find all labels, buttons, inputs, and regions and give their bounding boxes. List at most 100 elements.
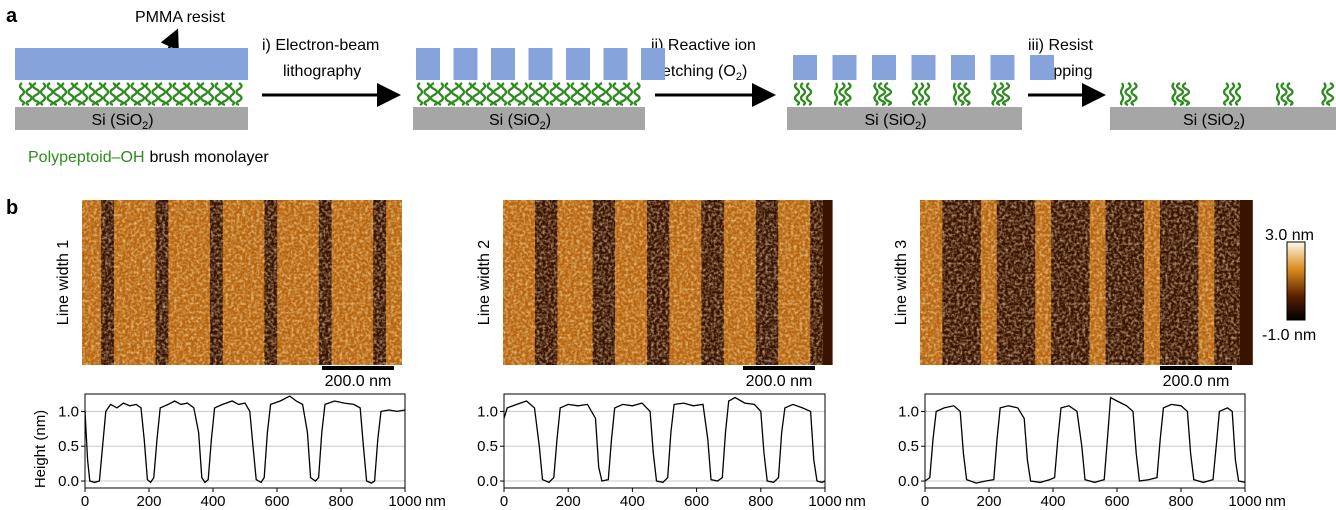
x-tick-label: 1000: [808, 493, 841, 510]
x-unit: nm: [1265, 493, 1286, 510]
polymer-brush: [46, 82, 54, 107]
polymer-brush: [207, 82, 215, 107]
substrate: [787, 107, 1022, 130]
x-tick-label: 600: [264, 493, 289, 510]
polymer-brush: [465, 82, 473, 107]
polymer-brush: [199, 81, 209, 107]
x-unit: nm: [425, 493, 446, 510]
polymer-brush: [25, 82, 33, 107]
polymer-brush: [911, 82, 919, 107]
polymer-brush: [458, 82, 466, 107]
polymer-brush: [88, 82, 96, 107]
polymer-brush: [805, 82, 813, 107]
scale-bar-label: 200.0 nm: [1163, 373, 1230, 390]
profile-line: [84, 395, 406, 484]
y-tick-label: 1.0: [58, 403, 79, 420]
polymer-brush: [633, 82, 641, 107]
scale-bar-label: 200.0 nm: [746, 373, 813, 390]
y-tick-label: 0.5: [898, 438, 919, 455]
text-part: Si (SiO: [865, 112, 916, 129]
text-part: ): [1240, 112, 1245, 129]
substrate-label: Si (SiO2): [489, 112, 551, 132]
polymer-brush: [1130, 82, 1138, 107]
step-text: iii) Resist: [1028, 37, 1093, 54]
polymer-brush: [923, 82, 931, 107]
subscript: 2: [1234, 120, 1240, 132]
polymer-brush: [172, 82, 180, 107]
x-tick-label: 0: [81, 493, 89, 510]
y-tick-label: 0.0: [58, 473, 79, 490]
polymer-brush: [18, 82, 26, 107]
polymer-brush: [513, 81, 523, 107]
step-text: etching (O2): [662, 63, 747, 83]
polymer-brush: [591, 82, 599, 107]
polymer-brush: [507, 82, 515, 107]
profile-line: [924, 396, 1246, 484]
panel-label: a: [6, 5, 18, 27]
polymer-brush: [178, 81, 188, 107]
polymer-brush: [423, 82, 431, 107]
x-tick-label: 200: [556, 493, 581, 510]
pmma-block: [453, 48, 478, 80]
polymer-brush: [563, 82, 571, 107]
polymer-brush: [220, 81, 230, 107]
substrate-label: Si (SiO2): [1183, 112, 1245, 132]
polymer-brush: [165, 82, 173, 107]
polymer-brush: [39, 82, 47, 107]
text-part: etching (O: [662, 63, 736, 80]
subscript: 2: [736, 71, 742, 83]
polymer-brush: [67, 82, 75, 107]
pmma-block: [793, 55, 817, 80]
polymer-brush: [1001, 81, 1011, 107]
polymer-brush: [995, 81, 1005, 107]
polymer-brush: [605, 82, 613, 107]
colorbar: [1286, 241, 1306, 321]
substrate: [1110, 107, 1336, 130]
polymer-brush: [109, 82, 117, 107]
polymer-brush: [479, 82, 487, 107]
pmma-block: [832, 55, 857, 80]
polymer-brush: [1171, 82, 1177, 106]
polymer-brush: [618, 81, 628, 107]
polymer-brush: [444, 82, 452, 107]
polymer-brush: [102, 82, 110, 107]
polymer-brush: [60, 82, 68, 107]
y-tick-label: 1.0: [477, 403, 498, 420]
pmma-layer: [15, 48, 248, 80]
polymer-brush: [626, 82, 634, 107]
plot-frame: [503, 393, 826, 489]
polymer-brush: [1325, 81, 1335, 107]
afm-noise: [503, 200, 823, 365]
pmma-block: [603, 48, 628, 80]
polymer-brush: [235, 82, 243, 107]
polymer-brush: [151, 82, 159, 107]
subscript: 2: [142, 120, 148, 132]
subscript: 2: [915, 120, 921, 132]
polymer-brush: [136, 81, 146, 107]
polymer-brush: [991, 82, 997, 106]
polymer-brush: [94, 81, 104, 107]
polymer-brush: [542, 82, 550, 107]
polymer-brush: [917, 82, 925, 107]
y-tick-label: 0.5: [477, 438, 498, 455]
polymer-brush: [1228, 82, 1236, 107]
polymer-brush: [1124, 82, 1132, 107]
polymer-brush: [186, 82, 194, 107]
text-part: ): [742, 63, 747, 80]
substrate-label: Si (SiO2): [865, 112, 927, 132]
scale-bar-label: 200.0 nm: [325, 373, 392, 390]
polymer-brush: [521, 82, 529, 107]
x-tick-label: 800: [328, 493, 353, 510]
text-part: ): [921, 112, 926, 129]
polymer-brush: [877, 81, 887, 107]
image-label: Line width 2: [476, 240, 493, 325]
pmma-block: [416, 48, 440, 80]
polymer-brush: [963, 82, 971, 107]
polymer-brush: [838, 82, 846, 107]
x-tick-label: 800: [1168, 493, 1193, 510]
polymer-brush: [1275, 82, 1281, 106]
polymer-brush: [844, 82, 852, 107]
x-unit: nm: [845, 493, 866, 510]
legend-text: Polypeptoid–OH brush monolayer: [28, 149, 269, 166]
